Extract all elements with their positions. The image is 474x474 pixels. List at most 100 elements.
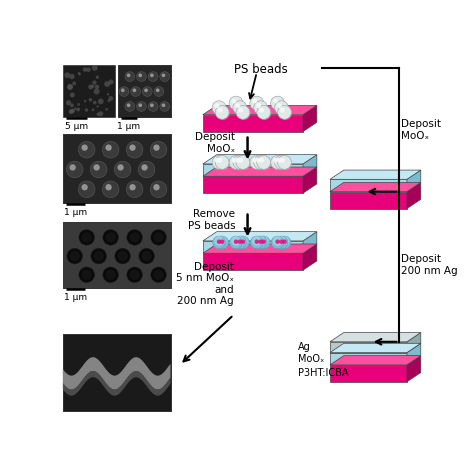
Circle shape (118, 164, 124, 171)
Circle shape (256, 103, 261, 108)
Circle shape (91, 161, 107, 178)
Circle shape (97, 105, 99, 108)
Polygon shape (330, 333, 421, 342)
Circle shape (213, 156, 227, 170)
Circle shape (141, 251, 152, 261)
Circle shape (234, 101, 247, 115)
Text: Ag: Ag (298, 342, 310, 352)
Circle shape (153, 145, 160, 151)
Circle shape (278, 236, 291, 249)
Bar (63, 334, 171, 411)
Circle shape (93, 251, 104, 261)
Circle shape (250, 155, 264, 169)
Circle shape (154, 232, 164, 243)
Circle shape (138, 103, 142, 107)
Circle shape (212, 101, 226, 115)
Circle shape (141, 164, 148, 171)
Circle shape (237, 239, 242, 244)
Circle shape (103, 267, 118, 283)
Circle shape (115, 248, 130, 264)
Bar (63, 64, 115, 117)
Circle shape (74, 108, 76, 110)
Circle shape (68, 84, 73, 89)
Polygon shape (330, 353, 407, 365)
Circle shape (257, 155, 271, 169)
Bar (63, 134, 171, 203)
Circle shape (156, 89, 160, 92)
Circle shape (150, 181, 167, 198)
Circle shape (271, 155, 284, 169)
Circle shape (238, 236, 248, 246)
Circle shape (82, 145, 88, 151)
Circle shape (237, 236, 249, 249)
Circle shape (275, 239, 280, 244)
Circle shape (160, 72, 170, 82)
Circle shape (139, 248, 155, 264)
Circle shape (280, 236, 289, 246)
Circle shape (79, 267, 94, 283)
Bar (118, 64, 171, 117)
Polygon shape (303, 155, 317, 176)
Circle shape (275, 236, 288, 249)
Circle shape (252, 236, 262, 246)
Circle shape (250, 236, 263, 249)
Text: Deposit
5 nm MoOₓ
and
200 nm Ag: Deposit 5 nm MoOₓ and 200 nm Ag (176, 262, 234, 306)
Circle shape (212, 155, 226, 169)
Circle shape (252, 158, 257, 163)
Circle shape (220, 239, 224, 244)
Circle shape (277, 236, 286, 246)
Circle shape (238, 158, 243, 163)
Circle shape (236, 155, 250, 169)
Circle shape (78, 141, 95, 158)
Text: Deposit
MoOₓ: Deposit MoOₓ (401, 119, 441, 141)
Polygon shape (203, 253, 303, 270)
Polygon shape (330, 343, 421, 353)
Circle shape (230, 156, 244, 170)
Circle shape (72, 82, 76, 85)
Circle shape (109, 80, 113, 84)
Circle shape (280, 108, 285, 113)
Circle shape (215, 103, 219, 108)
Circle shape (251, 97, 264, 111)
Circle shape (104, 81, 110, 87)
Circle shape (279, 239, 283, 244)
Circle shape (275, 101, 289, 115)
Circle shape (216, 236, 228, 249)
Circle shape (102, 181, 119, 198)
Circle shape (70, 164, 76, 171)
Text: 5 μm: 5 μm (65, 121, 88, 130)
Circle shape (235, 103, 240, 108)
Polygon shape (203, 241, 303, 253)
Circle shape (151, 229, 166, 245)
Circle shape (67, 248, 82, 264)
Circle shape (126, 181, 143, 198)
Polygon shape (407, 182, 421, 209)
Circle shape (108, 100, 110, 102)
Polygon shape (330, 365, 407, 382)
Circle shape (257, 156, 272, 170)
Circle shape (129, 145, 136, 151)
Circle shape (278, 105, 292, 119)
Polygon shape (330, 356, 421, 365)
Circle shape (85, 108, 88, 112)
Circle shape (78, 181, 95, 198)
Circle shape (77, 103, 80, 106)
Polygon shape (203, 115, 303, 132)
Circle shape (275, 156, 289, 170)
Circle shape (109, 96, 113, 101)
Circle shape (91, 109, 94, 111)
Circle shape (277, 158, 282, 163)
Text: MoOₓ: MoOₓ (298, 354, 324, 364)
Circle shape (274, 155, 288, 169)
Circle shape (105, 108, 108, 110)
Circle shape (235, 158, 240, 163)
Circle shape (150, 141, 167, 158)
Polygon shape (303, 232, 317, 253)
Circle shape (118, 251, 128, 261)
Polygon shape (330, 191, 407, 209)
Circle shape (257, 106, 272, 120)
Circle shape (280, 158, 285, 163)
Circle shape (70, 92, 75, 98)
Circle shape (259, 108, 264, 113)
Circle shape (102, 141, 119, 158)
